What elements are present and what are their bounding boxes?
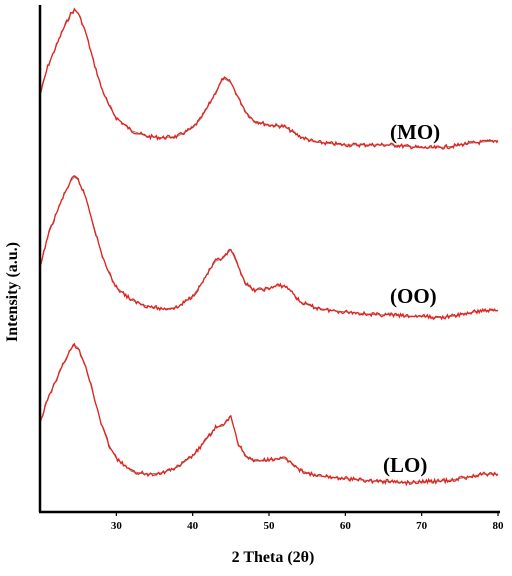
- x-tick-label-50: 50: [264, 520, 276, 532]
- x-tick-label-70: 70: [416, 520, 428, 532]
- x-tick-label-80: 80: [493, 520, 505, 532]
- series-labels: (MO) (OO) (LO): [383, 120, 440, 477]
- x-tick-label-30: 30: [111, 520, 123, 532]
- y-axis-label: Intensity (a.u.): [4, 242, 21, 342]
- series-label-lo: (LO): [383, 453, 427, 477]
- x-ticks: 30 40 50 60 70 80: [111, 512, 504, 532]
- series-line-lo: [39, 342, 499, 487]
- series-label-oo: (OO): [390, 284, 437, 308]
- x-tick-label-60: 60: [340, 520, 352, 532]
- series-line-mo: [39, 7, 499, 150]
- series-curves: [39, 7, 499, 487]
- x-tick-label-40: 40: [187, 520, 199, 532]
- x-axis-label: 2 Theta (2θ): [232, 549, 315, 566]
- series-line-oo: [39, 175, 499, 321]
- series-label-mo: (MO): [390, 120, 440, 144]
